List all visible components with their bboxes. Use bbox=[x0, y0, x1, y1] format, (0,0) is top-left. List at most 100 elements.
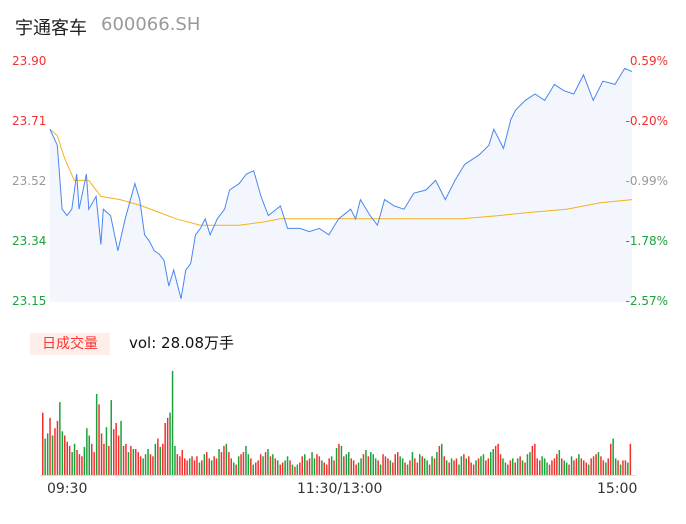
volume-bar bbox=[472, 464, 475, 475]
volume-bar bbox=[343, 456, 345, 475]
volume-bar bbox=[272, 454, 274, 475]
volume-bar bbox=[460, 456, 463, 475]
volume-bar bbox=[436, 452, 438, 475]
volume-bar bbox=[61, 431, 64, 475]
volume-bar bbox=[433, 458, 436, 475]
volume-bar bbox=[130, 445, 132, 475]
volume-bar bbox=[362, 454, 365, 475]
volume-bar bbox=[93, 452, 95, 475]
volume-bar bbox=[406, 464, 409, 475]
volume-bar bbox=[529, 452, 531, 475]
volume-bar bbox=[46, 433, 49, 475]
volume-bar bbox=[504, 462, 507, 475]
volume-bar bbox=[59, 402, 61, 475]
volume-bar bbox=[624, 460, 627, 475]
volume-bar bbox=[213, 456, 215, 475]
volume-bar bbox=[51, 435, 54, 475]
volume-bar bbox=[490, 452, 492, 475]
volume-bar bbox=[269, 456, 272, 475]
volume-bar bbox=[468, 456, 470, 475]
volume-bar bbox=[492, 449, 494, 475]
volume-bar bbox=[323, 462, 325, 475]
volume-bar bbox=[228, 452, 230, 475]
volume-bar bbox=[519, 456, 521, 475]
volume-bar bbox=[441, 443, 443, 475]
volume-bar bbox=[445, 460, 448, 475]
volume-bar bbox=[617, 460, 619, 475]
volume-bar bbox=[561, 458, 563, 475]
volume-bar bbox=[318, 456, 321, 475]
volume-bar bbox=[206, 452, 208, 475]
volume-bar bbox=[551, 460, 553, 475]
volume-bar bbox=[614, 458, 617, 475]
volume-bar bbox=[176, 454, 179, 475]
volume-bar bbox=[526, 454, 529, 475]
volume-bar bbox=[379, 464, 382, 475]
volume-bar bbox=[570, 456, 573, 475]
volume-bar bbox=[619, 464, 622, 475]
volume-bar bbox=[348, 452, 350, 475]
volume-bar bbox=[409, 460, 411, 475]
volume-bar bbox=[546, 462, 548, 475]
volume-bar bbox=[431, 456, 433, 475]
volume-bar bbox=[470, 462, 472, 475]
volume-badge: 日成交量 bbox=[30, 333, 110, 355]
volume-bar bbox=[137, 452, 139, 475]
volume-bar bbox=[426, 460, 428, 475]
stock-name: 宇通客车 bbox=[15, 18, 87, 39]
stock-code: 600066.SH bbox=[101, 14, 201, 35]
volume-bar bbox=[514, 462, 516, 475]
volume-bar bbox=[367, 456, 370, 475]
volume-bar bbox=[340, 445, 343, 475]
volume-bar bbox=[397, 452, 399, 475]
volume-bar bbox=[389, 460, 392, 475]
volume-bar bbox=[233, 462, 235, 475]
volume-bar bbox=[142, 458, 144, 475]
volume-bar bbox=[590, 458, 592, 475]
volume-bar bbox=[235, 464, 237, 475]
volume-bar bbox=[578, 454, 580, 475]
volume-bar bbox=[499, 454, 502, 475]
volume-bar bbox=[174, 445, 176, 475]
volume-bar bbox=[113, 429, 115, 475]
price-line bbox=[49, 67, 633, 299]
volume-bar bbox=[66, 441, 68, 475]
volume-bar bbox=[277, 460, 279, 475]
volume-bar bbox=[76, 450, 78, 475]
volume-bar bbox=[585, 462, 587, 475]
volume-bar bbox=[512, 458, 514, 475]
volume-bar bbox=[108, 445, 110, 475]
volume-bar bbox=[144, 454, 147, 475]
x-tick: 15:00 bbox=[597, 481, 638, 497]
volume-bar bbox=[208, 458, 210, 475]
volume-bar bbox=[573, 460, 575, 475]
volume-bar bbox=[125, 443, 127, 475]
volume-bar bbox=[162, 443, 164, 475]
volume-bar bbox=[568, 464, 570, 475]
volume-bar bbox=[536, 458, 538, 475]
volume-bar bbox=[44, 438, 46, 475]
volume-bar bbox=[524, 462, 526, 475]
volume-bar bbox=[186, 460, 188, 475]
volume-bar bbox=[509, 460, 512, 475]
volume-bar bbox=[330, 456, 333, 475]
volume-bar bbox=[147, 449, 149, 475]
volume-bar bbox=[154, 443, 157, 475]
volume-bar bbox=[534, 443, 536, 475]
volume-bar bbox=[448, 462, 450, 475]
x-tick: 09:30 bbox=[47, 481, 88, 497]
y-tick-left: 23.90 bbox=[12, 54, 47, 68]
y-tick-right: -1.78% bbox=[625, 234, 668, 248]
volume-bar bbox=[139, 456, 142, 475]
volume-bar bbox=[98, 404, 100, 475]
volume-bar bbox=[237, 456, 240, 475]
volume-bar bbox=[458, 464, 460, 475]
volume-bar bbox=[184, 458, 186, 475]
volume-bar bbox=[438, 445, 441, 475]
volume-bar bbox=[171, 371, 174, 475]
avg-price-line bbox=[49, 128, 633, 226]
volume-bar bbox=[487, 458, 490, 475]
volume-bar bbox=[411, 452, 414, 475]
